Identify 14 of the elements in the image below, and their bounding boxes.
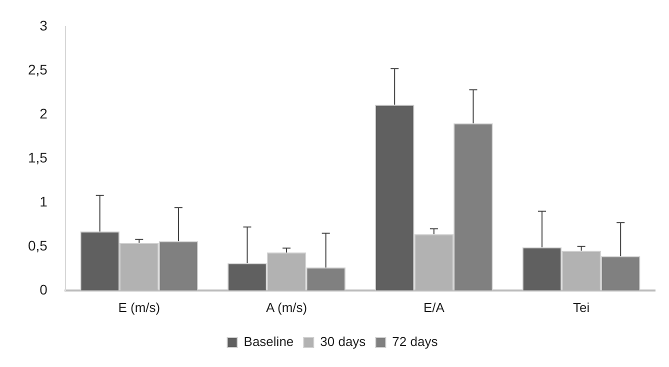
legend-label: 30 days	[320, 334, 366, 350]
y-tick-label: 0,5	[28, 237, 48, 254]
y-tick-label: 3	[40, 17, 48, 34]
x-tick-label: E/A	[423, 300, 445, 315]
legend-label: 72 days	[392, 334, 438, 350]
y-tick-label: 2,5	[28, 61, 48, 78]
legend-label: Baseline	[244, 334, 294, 350]
x-tick-label: A (m/s)	[266, 300, 308, 315]
y-tick-label: 1	[40, 193, 48, 210]
y-tick-label: 0	[40, 281, 48, 298]
x-tick-label: Tei	[572, 300, 590, 315]
y-tick-label: 2	[40, 105, 48, 122]
x-tick-label: E (m/s)	[118, 300, 160, 315]
y-tick-label: 1,5	[28, 149, 48, 166]
